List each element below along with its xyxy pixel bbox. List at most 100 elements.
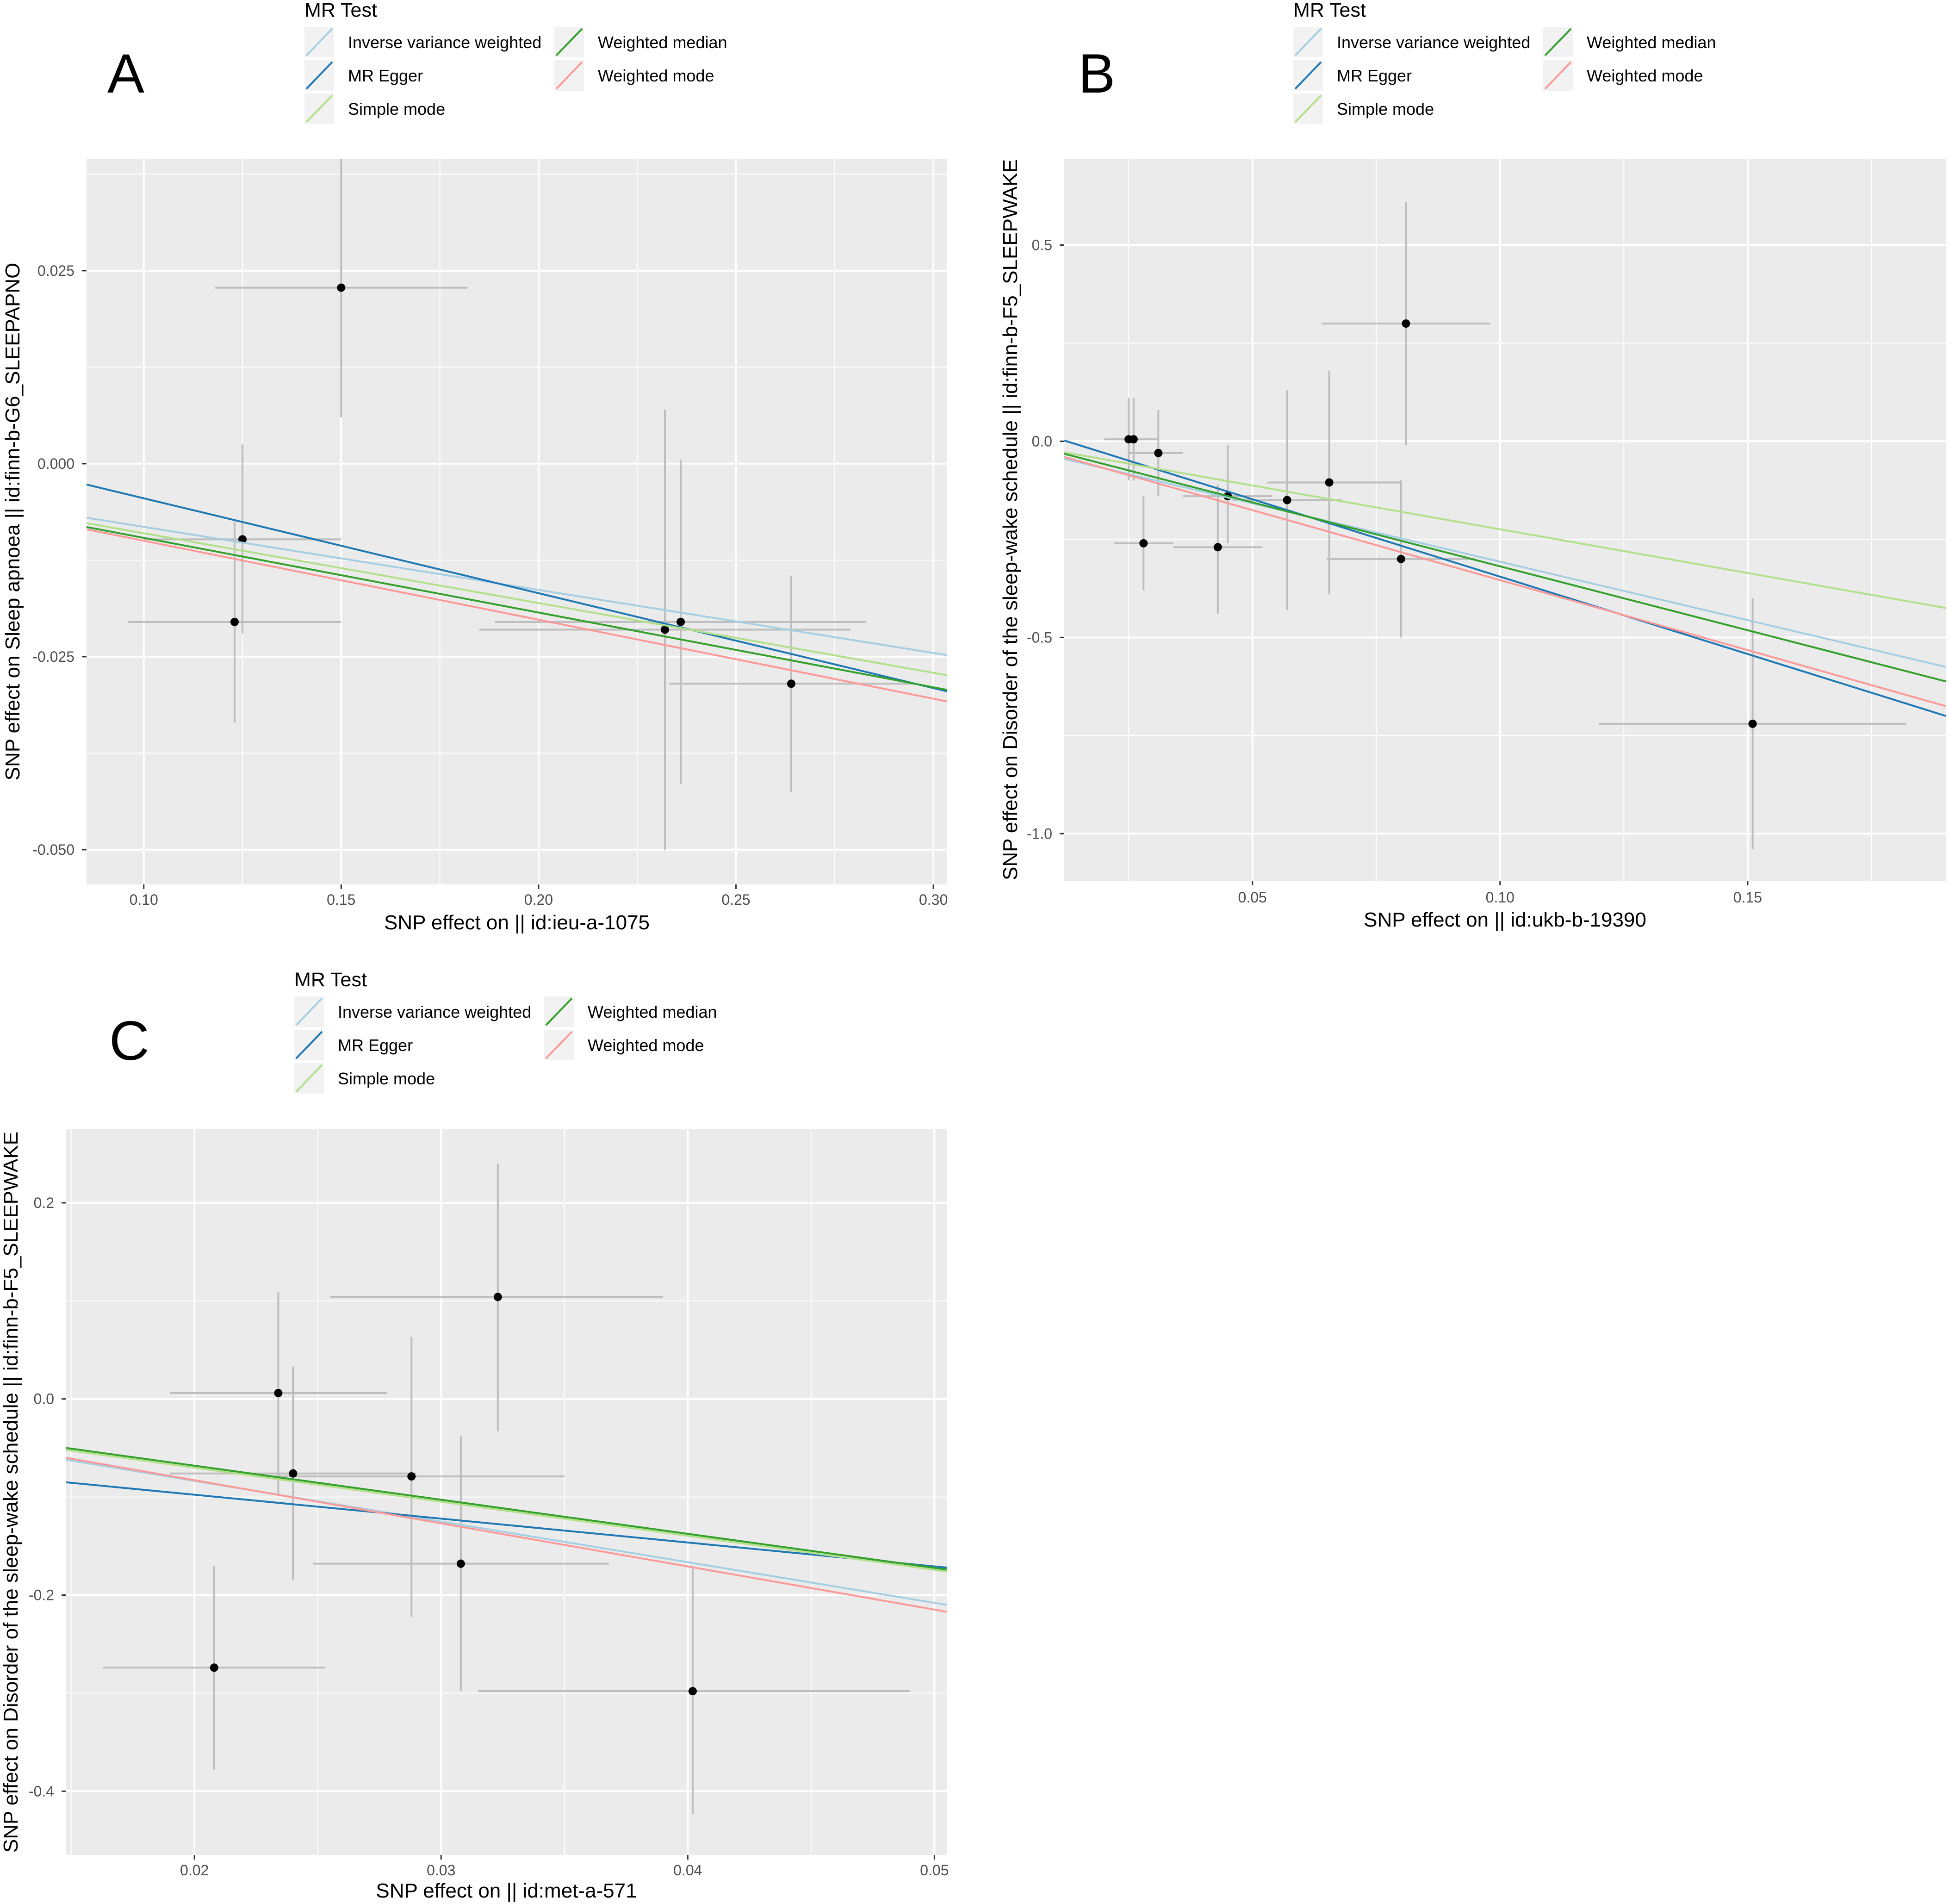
- data-point: [456, 1559, 465, 1568]
- legend-key: [1293, 60, 1323, 91]
- legend-title: MR Test: [294, 969, 367, 991]
- legend-A: MR Test Inverse variance weighted MR Egger…: [304, 0, 727, 124]
- legend-key: [304, 27, 334, 57]
- x-tick-label: 0.04: [673, 1862, 702, 1879]
- line-weighted-mode: [87, 528, 947, 703]
- x-tick-label: 0.02: [180, 1862, 209, 1879]
- legend-label-weighted-median: Weighted median: [1587, 33, 1716, 52]
- y-axis-title: SNP effect on Disorder of the sleep-wake…: [999, 159, 1022, 880]
- x-tick-label: 0.25: [721, 891, 750, 908]
- legend-key-line: [1294, 61, 1322, 90]
- data-point: [493, 1293, 502, 1301]
- y-tick-label: 0.5: [1032, 237, 1052, 254]
- y-tick-label: 0.025: [37, 262, 74, 279]
- axis-ticks: 0.02 0.03 0.04 0.05 -0.4 -0.2 0.0 0.2: [29, 1195, 949, 1879]
- legend-key: [544, 996, 574, 1027]
- panel-C: 0.02 0.03 0.04 0.05 -0.4 -0.2 0.0 0.2 SNP effect…: [0, 1010, 949, 1902]
- line-inverse-variance-weighted: [1064, 458, 1946, 668]
- regression-lines: [66, 1447, 947, 1613]
- legend-key: [544, 1030, 574, 1060]
- data-point: [787, 679, 795, 688]
- line-weighted-median: [1064, 453, 1946, 683]
- legend-key: [1543, 27, 1573, 57]
- y-axis-title: SNP effect on Disorder of the sleep-wake…: [0, 1132, 22, 1853]
- legend-key-line: [555, 28, 583, 56]
- y-tick-label: -0.5: [1027, 629, 1052, 646]
- y-axis-title: SNP effect on Sleep apnoea || id:finn-b-…: [1, 263, 24, 781]
- legend-label-mr-egger: MR Egger: [1337, 66, 1412, 85]
- legend-label-weighted-mode: Weighted mode: [588, 1036, 704, 1055]
- data-point: [1129, 435, 1138, 444]
- legend-label-weighted-median: Weighted median: [598, 33, 727, 52]
- legend-key: [294, 996, 324, 1027]
- legend-key-line: [305, 61, 333, 90]
- x-tick-label: 0.15: [1733, 889, 1762, 906]
- legend-label-weighted-mode: Weighted mode: [598, 66, 714, 85]
- legend-key-line: [545, 1031, 573, 1059]
- line-weighted-mode: [1064, 456, 1946, 707]
- x-tick-label: 0.10: [130, 891, 158, 908]
- data-point: [210, 1663, 218, 1672]
- line-weighted-median: [87, 526, 947, 691]
- data-point: [337, 283, 346, 292]
- x-tick-label: 0.05: [1238, 889, 1267, 906]
- legend-key: [1293, 93, 1323, 124]
- legend-C: MR Test Inverse variance weighted MR Egger…: [294, 969, 717, 1094]
- data-point: [1325, 478, 1334, 487]
- line-simple-mode: [1064, 451, 1946, 609]
- legend-label-simple-mode: Simple mode: [348, 100, 445, 118]
- y-tick-label: -1.0: [1027, 825, 1052, 842]
- legend-key: [554, 27, 584, 57]
- x-tick-label: 0.10: [1486, 889, 1515, 906]
- x-tick-label: 0.05: [920, 1862, 949, 1879]
- plot-background: [1064, 159, 1946, 881]
- legend-key-line: [295, 997, 323, 1026]
- line-simple-mode: [87, 522, 947, 676]
- legend-key-line: [555, 61, 583, 90]
- data-point: [1397, 554, 1405, 563]
- panel-B: 0.05 0.10 0.15 -1.0 -0.5 0.0 0.5 SNP effect on …: [999, 43, 1946, 931]
- y-tick-label: 0.0: [1032, 433, 1052, 449]
- legend-key: [1293, 27, 1323, 57]
- legend-label-inverse-variance-weighted: Inverse variance weighted: [338, 1002, 531, 1021]
- legend-label-mr-egger: MR Egger: [338, 1036, 413, 1055]
- data-point: [660, 625, 669, 634]
- legend-key-line: [295, 1064, 323, 1093]
- line-weighted-median: [66, 1447, 947, 1571]
- regression-lines: [87, 483, 947, 703]
- legend-key-line: [305, 94, 333, 123]
- x-tick-label: 0.03: [427, 1862, 455, 1879]
- legend-key-line: [1294, 94, 1322, 123]
- legend-key: [554, 60, 584, 91]
- data-point: [1283, 496, 1291, 504]
- y-tick-label: 0.2: [34, 1195, 54, 1211]
- legend-label-weighted-mode: Weighted mode: [1587, 66, 1703, 85]
- regression-lines: [1064, 439, 1946, 717]
- legend-key: [294, 1030, 324, 1060]
- major-gridlines: [1064, 159, 1946, 881]
- major-gridlines: [87, 159, 947, 884]
- y-tick-label: -0.4: [29, 1783, 54, 1799]
- line-mr-egger: [87, 483, 947, 692]
- y-tick-label: 0.000: [37, 455, 74, 472]
- data-points: [1104, 202, 1906, 850]
- data-point: [230, 617, 239, 626]
- y-tick-label: -0.025: [32, 648, 74, 665]
- panel-label: C: [109, 1010, 149, 1072]
- legend-label-inverse-variance-weighted: Inverse variance weighted: [348, 33, 541, 52]
- data-point: [1402, 319, 1410, 328]
- minor-gridlines: [87, 159, 947, 884]
- data-point: [1748, 719, 1757, 728]
- panel-label: B: [1078, 43, 1115, 105]
- data-point: [1139, 539, 1148, 548]
- legend-title: MR Test: [304, 0, 377, 21]
- x-axis-title: SNP effect on || id:ieu-a-1075: [384, 911, 650, 934]
- legend-label-inverse-variance-weighted: Inverse variance weighted: [1337, 33, 1530, 52]
- legend-key-line: [295, 1031, 323, 1059]
- x-tick-label: 0.20: [524, 891, 553, 908]
- legend-key-line: [545, 997, 573, 1026]
- data-point: [1213, 543, 1222, 552]
- minor-gridlines: [1064, 159, 1946, 881]
- y-tick-label: 0.0: [34, 1391, 54, 1407]
